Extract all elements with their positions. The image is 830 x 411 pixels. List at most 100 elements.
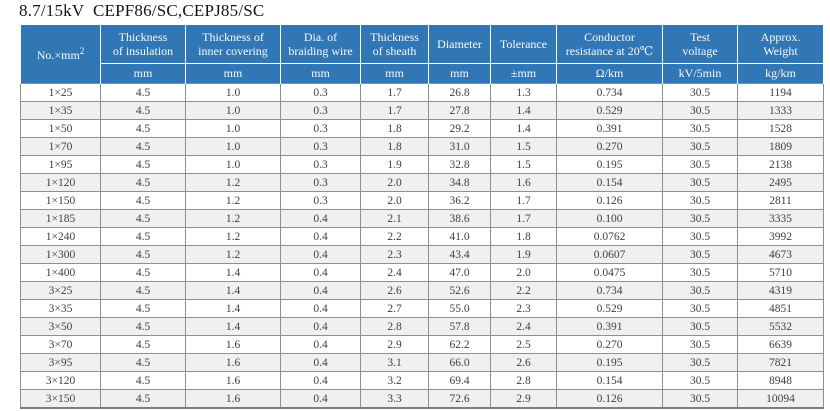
cell-value: 29.2 [428, 119, 491, 138]
cell-value: 1.4 [185, 263, 281, 282]
cell-value: 4.5 [100, 227, 186, 246]
cell-value: 4.5 [100, 191, 186, 210]
column-unit-8: kV/5min [662, 63, 738, 84]
cell-size: 1×50 [20, 119, 101, 138]
cell-value: 0.0475 [556, 263, 663, 282]
cell-value: 1.2 [185, 191, 281, 210]
column-header-3: Dia. of braiding wire [280, 24, 361, 64]
cell-value: 1.6 [185, 371, 281, 390]
cell-value: 1.8 [360, 137, 429, 156]
column-unit-7: Ω/km [556, 63, 663, 84]
cell-value: 31.0 [428, 137, 491, 156]
cell-value: 1.0 [185, 137, 281, 156]
cell-value: 52.6 [428, 281, 491, 300]
column-header-7: Conductor resistance at 20℃ [556, 24, 663, 64]
cell-size: 3×70 [20, 335, 101, 354]
cell-value: 1.9 [360, 155, 429, 174]
cell-value: 1.7 [490, 191, 557, 210]
cell-value: 3.3 [360, 389, 429, 409]
cell-value: 0.3 [280, 119, 361, 138]
cell-value: 1.7 [490, 209, 557, 228]
column-header-size: No.×mm2 [20, 24, 101, 84]
cell-value: 2138 [737, 155, 824, 174]
cell-value: 3.1 [360, 353, 429, 372]
cell-value: 0.4 [280, 353, 361, 372]
cell-value: 69.4 [428, 371, 491, 390]
page-title: 8.7/15kV CEPF86/SC,CEPJ85/SC [19, 1, 265, 20]
cell-value: 2.0 [360, 173, 429, 192]
cell-value: 1.5 [490, 137, 557, 156]
table-row: 1×35 4.5 1.0 0.3 1.7 27.8 1.4 0.529 30.5 1333 [20, 101, 824, 120]
column-unit-9: kg/km [737, 63, 824, 84]
cell-value: 4.5 [100, 299, 186, 318]
cell-value: 30.5 [662, 119, 738, 138]
cell-value: 1.4 [185, 299, 281, 318]
cell-value: 62.2 [428, 335, 491, 354]
cell-value: 2.6 [360, 281, 429, 300]
cell-value: 7821 [737, 353, 824, 372]
cell-size: 1×95 [20, 155, 101, 174]
cell-value: 30.5 [662, 299, 738, 318]
cell-value: 30.5 [662, 191, 738, 210]
cell-value: 30.5 [662, 389, 738, 409]
cell-value: 0.3 [280, 137, 361, 156]
cell-value: 4.5 [100, 263, 186, 282]
cell-value: 4.5 [100, 371, 186, 390]
cell-size: 3×50 [20, 317, 101, 336]
cell-value: 0.4 [280, 281, 361, 300]
table-row: 1×185 4.5 1.2 0.4 2.1 38.6 1.7 0.100 30.5 3335 [20, 209, 824, 228]
cell-value: 0.529 [556, 299, 663, 318]
spec-table: No.×mm2 Thickness of insulation Thickness … [20, 24, 824, 409]
cell-value: 0.4 [280, 299, 361, 318]
cell-value: 0.270 [556, 137, 663, 156]
cell-value: 30.5 [662, 227, 738, 246]
cell-value: 41.0 [428, 227, 491, 246]
cell-value: 4.5 [100, 137, 186, 156]
cell-value: 4319 [737, 281, 824, 300]
column-unit-4: mm [360, 63, 429, 84]
cell-value: 0.391 [556, 317, 663, 336]
table-row: 1×150 4.5 1.2 0.3 2.0 36.2 1.7 0.126 30.5 2811 [20, 191, 824, 210]
cell-value: 0.154 [556, 173, 663, 192]
cell-value: 0.126 [556, 191, 663, 210]
cell-value: 36.2 [428, 191, 491, 210]
cell-value: 1.4 [185, 317, 281, 336]
cell-value: 0.270 [556, 335, 663, 354]
column-header-8: Test voltage [662, 24, 738, 64]
cell-value: 0.154 [556, 371, 663, 390]
cell-value: 2.6 [490, 353, 557, 372]
cell-value: 1.0 [185, 119, 281, 138]
cell-size: 1×150 [20, 191, 101, 210]
cell-value: 0.4 [280, 245, 361, 264]
cell-size: 3×150 [20, 389, 101, 409]
cell-value: 30.5 [662, 371, 738, 390]
cell-value: 30.5 [662, 209, 738, 228]
cell-value: 2.2 [490, 281, 557, 300]
cell-value: 4.5 [100, 389, 186, 409]
cell-value: 1194 [737, 83, 824, 102]
cell-value: 0.195 [556, 353, 663, 372]
cell-value: 1809 [737, 137, 824, 156]
header-units-row: mm mm mm mm mm ±mm Ω/km kV/5min kg/km [21, 63, 824, 84]
table-row: 3×50 4.5 1.4 0.4 2.8 57.8 2.4 0.391 30.5 5532 [20, 317, 824, 336]
cell-value: 3992 [737, 227, 824, 246]
cell-value: 30.5 [662, 335, 738, 354]
column-header-4: Thickness of sheath [360, 24, 429, 64]
cell-value: 0.195 [556, 155, 663, 174]
cell-value: 30.5 [662, 101, 738, 120]
cell-value: 43.4 [428, 245, 491, 264]
table-row: 3×95 4.5 1.6 0.4 3.1 66.0 2.6 0.195 30.5 7821 [20, 353, 824, 372]
cell-value: 1.6 [490, 173, 557, 192]
table-body: 1×25 4.5 1.0 0.3 1.7 26.8 1.3 0.734 30.5 1194 1×35… [20, 83, 824, 409]
cell-value: 0.4 [280, 317, 361, 336]
cell-value: 0.4 [280, 389, 361, 409]
cell-size: 1×25 [20, 83, 101, 102]
cell-value: 0.734 [556, 281, 663, 300]
cell-value: 0.391 [556, 119, 663, 138]
cell-value: 0.3 [280, 191, 361, 210]
cell-value: 1.4 [490, 119, 557, 138]
cell-value: 4.5 [100, 353, 186, 372]
cell-value: 3335 [737, 209, 824, 228]
cell-value: 0.100 [556, 209, 663, 228]
cell-value: 0.4 [280, 335, 361, 354]
